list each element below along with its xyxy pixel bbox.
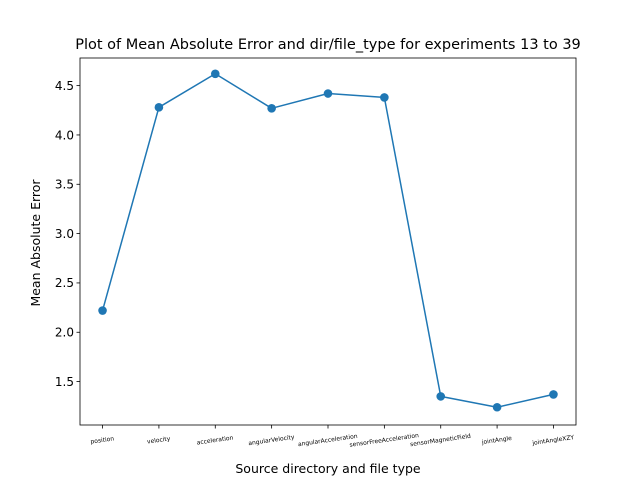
x-tick-label: velocity bbox=[147, 435, 172, 445]
data-point bbox=[549, 390, 558, 399]
data-point bbox=[154, 103, 164, 112]
series-line bbox=[101, 73, 554, 408]
y-tick-label: 4.0 bbox=[55, 128, 74, 142]
data-point bbox=[210, 69, 220, 79]
data-point bbox=[98, 306, 107, 315]
data-point bbox=[380, 93, 389, 102]
y-tick-label: 3.0 bbox=[55, 227, 74, 241]
data-point bbox=[267, 104, 276, 113]
x-tick-label: acceleration bbox=[196, 434, 234, 446]
y-tick-label: 3.5 bbox=[55, 178, 74, 192]
axes-frame bbox=[79, 57, 577, 426]
y-tick-label: 4.5 bbox=[55, 79, 74, 93]
x-axis-label: Source directory and file type bbox=[235, 461, 421, 476]
data-point bbox=[323, 89, 333, 98]
x-tick-label: sensorMagneticField bbox=[410, 433, 472, 448]
x-tick-label: position bbox=[90, 435, 115, 445]
plot-area: 1.5 2.0 2.5 3.0 3.5 4.0 4.5 position velocity acc… bbox=[55, 57, 577, 449]
x-tick-label: angularVelocity bbox=[248, 434, 295, 447]
chart-title: Plot of Mean Absolute Error and dir/file… bbox=[75, 37, 581, 53]
data-point bbox=[492, 402, 502, 412]
y-tick-label: 1.5 bbox=[55, 375, 74, 389]
y-tick-label: 2.0 bbox=[55, 326, 74, 340]
y-tick-label: 2.5 bbox=[55, 276, 74, 290]
x-tick-label: jointAngle bbox=[480, 435, 512, 446]
y-axis-label: Mean Absolute Error bbox=[28, 179, 43, 307]
x-tick-label: jointAngleXZY bbox=[531, 434, 575, 447]
data-point bbox=[436, 392, 446, 401]
